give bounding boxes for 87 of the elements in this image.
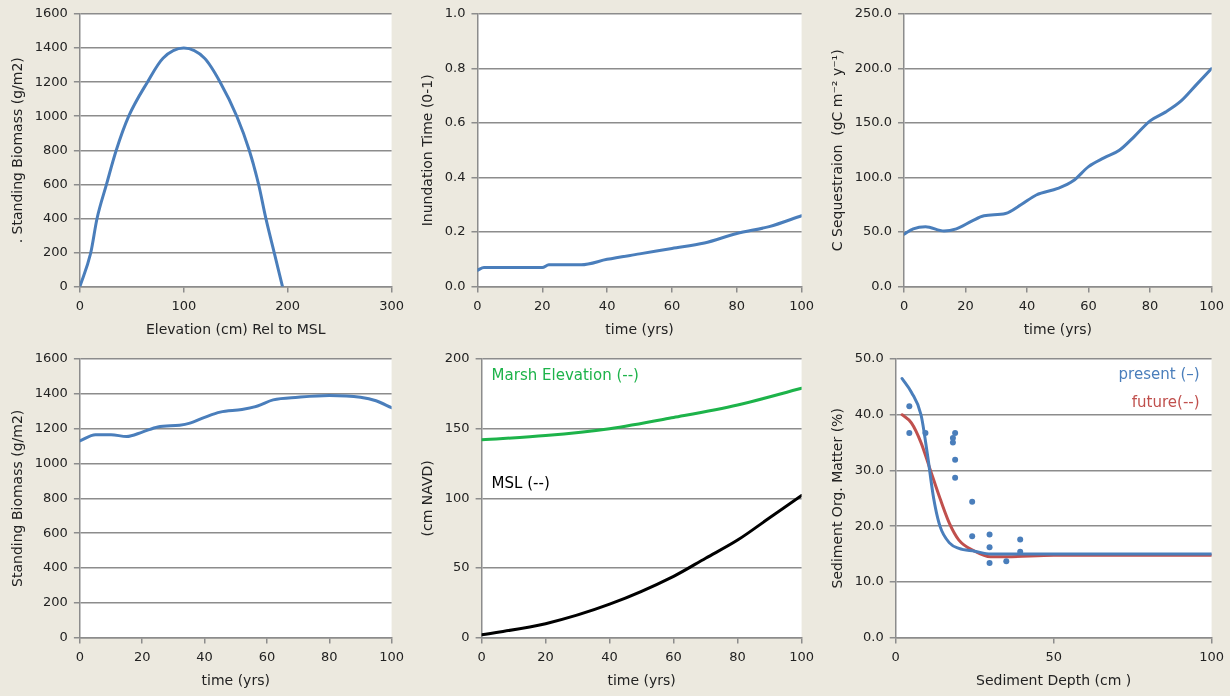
x-tick-label: 20 bbox=[957, 297, 974, 313]
y-tick-label: 0 bbox=[59, 628, 68, 644]
x-tick-label: 0 bbox=[473, 297, 482, 313]
y-tick-label: 0.6 bbox=[444, 114, 466, 130]
y-tick-label: 1200 bbox=[34, 420, 68, 436]
y-tick-label: 600 bbox=[43, 524, 68, 540]
y-tick-label: 0.0 bbox=[444, 277, 466, 293]
y-tick-label: 150 bbox=[444, 420, 470, 436]
y-tick-label: 50.0 bbox=[854, 350, 884, 366]
y-tick-label: 0.8 bbox=[444, 59, 466, 75]
text: MSL (--) bbox=[491, 473, 550, 492]
y-axis-title: Sediment Org. Matter (%) bbox=[829, 408, 846, 589]
x-tick-label: 60 bbox=[665, 648, 682, 664]
x-tick-label: 100 bbox=[171, 297, 197, 313]
x-tick-label: 0 bbox=[899, 297, 909, 313]
y-tick-label: 0 bbox=[461, 628, 470, 644]
y-tick-label: 100.0 bbox=[854, 168, 893, 184]
y-tick-label: 400 bbox=[43, 559, 68, 575]
x-tick-label: 0 bbox=[75, 297, 85, 313]
x-axis-title: Sediment Depth (cm ) bbox=[976, 672, 1132, 689]
y-tick-label: 50 bbox=[453, 559, 470, 575]
y-tick-label: 1000 bbox=[34, 454, 68, 470]
y-tick-label: 1400 bbox=[34, 39, 68, 55]
x-tick-label: 100 bbox=[789, 297, 815, 313]
x-axis-title: time (yrs) bbox=[1023, 321, 1092, 338]
x-tick-label: 20 bbox=[133, 648, 151, 664]
x-tick-label: 100 bbox=[1199, 648, 1225, 664]
y-tick-label: 1000 bbox=[34, 107, 68, 123]
y-tick-label: 0.0 bbox=[863, 628, 884, 644]
x-tick-label: 20 bbox=[534, 297, 551, 313]
y-tick-label: 1200 bbox=[34, 73, 68, 89]
x-tick-label: 60 bbox=[1080, 297, 1097, 313]
y-axis-title: . Standing Biomass (g/m2) bbox=[9, 57, 26, 244]
y-tick-label: 200 bbox=[444, 350, 470, 366]
y-axis-title: C Sequestraion (gC m⁻² y⁻¹) bbox=[829, 49, 846, 252]
x-tick-label: 100 bbox=[1199, 297, 1225, 313]
y-tick-label: 1.0 bbox=[444, 5, 466, 21]
x-tick-label: 100 bbox=[789, 648, 815, 664]
x-tick-label: 40 bbox=[1018, 297, 1036, 313]
x-tick-label: 80 bbox=[320, 648, 338, 664]
text: Marsh Elevation (--) bbox=[491, 366, 639, 385]
y-tick-label: 1400 bbox=[34, 385, 68, 401]
y-tick-label: 0 bbox=[59, 277, 68, 293]
text: present (–) bbox=[1118, 365, 1200, 383]
y-tick-label: 0.2 bbox=[444, 223, 466, 239]
y-tick-label: 100 bbox=[444, 489, 470, 505]
y-tick-label: 200.0 bbox=[854, 59, 893, 75]
y-tick-label: 1600 bbox=[34, 350, 68, 366]
y-tick-label: 800 bbox=[43, 141, 68, 157]
y-axis-title: Inundation Time (0-1) bbox=[419, 74, 436, 227]
x-tick-label: 20 bbox=[537, 648, 554, 664]
x-tick-label: 300 bbox=[379, 297, 405, 313]
y-tick-label: 50.0 bbox=[863, 223, 893, 239]
text: future(--) bbox=[1131, 393, 1200, 411]
x-tick-label: 0 bbox=[477, 648, 486, 664]
x-tick-label: 200 bbox=[275, 297, 301, 313]
y-tick-label: 10.0 bbox=[854, 573, 884, 589]
y-tick-label: 800 bbox=[43, 489, 68, 505]
y-axis-title: (cm NAVD) bbox=[419, 460, 436, 537]
y-tick-label: 0.4 bbox=[444, 168, 466, 184]
x-tick-label: 40 bbox=[601, 648, 618, 664]
x-tick-label: 100 bbox=[379, 648, 405, 664]
x-tick-label: 80 bbox=[729, 648, 746, 664]
x-axis-title: Elevation (cm) Rel to MSL bbox=[145, 321, 326, 338]
y-tick-label: 200 bbox=[43, 243, 68, 259]
x-tick-label: 40 bbox=[598, 297, 616, 313]
x-axis-title: time (yrs) bbox=[201, 672, 270, 689]
y-tick-label: 250.0 bbox=[854, 5, 893, 21]
x-tick-label: 80 bbox=[728, 297, 746, 313]
y-axis-title: Standing Biomass (g/m2) bbox=[9, 409, 26, 587]
y-tick-label: 400 bbox=[43, 209, 68, 225]
y-tick-label: 20.0 bbox=[854, 517, 884, 533]
x-tick-label: 80 bbox=[1141, 297, 1159, 313]
y-tick-label: 200 bbox=[43, 594, 68, 610]
y-tick-label: 40.0 bbox=[854, 406, 884, 422]
x-tick-label: 40 bbox=[196, 648, 213, 664]
y-tick-label: 150.0 bbox=[854, 114, 893, 130]
y-tick-label: 30.0 bbox=[854, 461, 884, 477]
x-tick-label: 50 bbox=[1045, 648, 1062, 664]
y-tick-label: 0.0 bbox=[871, 277, 893, 293]
y-tick-label: 1600 bbox=[34, 5, 68, 21]
x-axis-title: time (yrs) bbox=[607, 672, 676, 689]
x-tick-label: 0 bbox=[75, 648, 85, 664]
y-tick-label: 600 bbox=[43, 175, 68, 191]
x-tick-label: 60 bbox=[258, 648, 276, 664]
x-axis-title: time (yrs) bbox=[605, 321, 674, 338]
x-tick-label: 60 bbox=[663, 297, 681, 313]
